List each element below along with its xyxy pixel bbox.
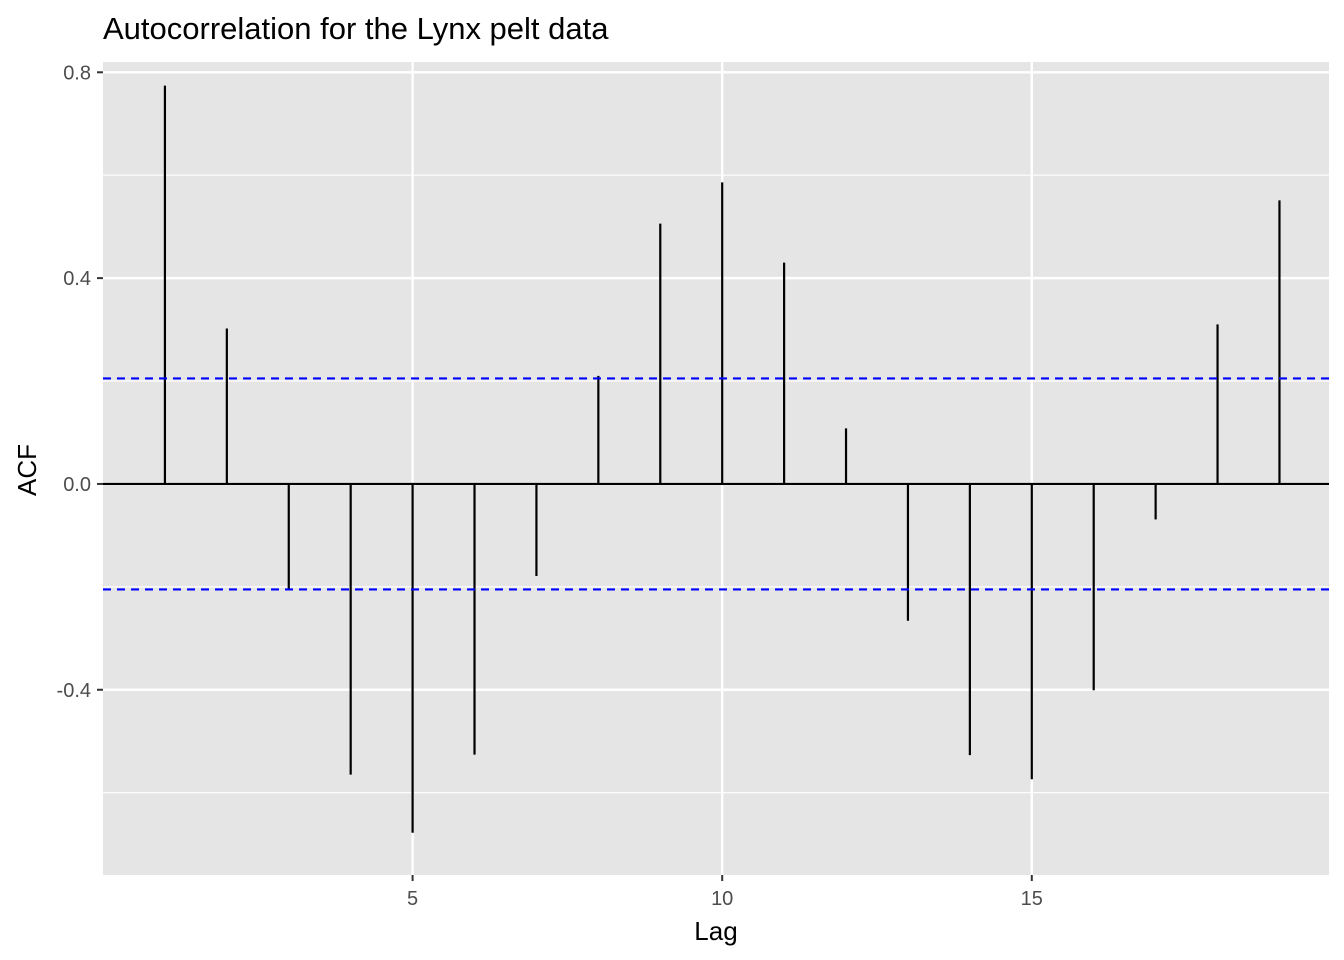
minor-gridlines-y — [103, 174, 1329, 794]
plot-panel — [103, 62, 1329, 875]
x-tick-label: 5 — [407, 888, 418, 910]
y-tick-label: 0.4 — [63, 268, 91, 290]
x-axis: 5 10 15 — [407, 875, 1043, 910]
y-axis-title: ACF — [12, 444, 42, 496]
acf-spikes — [163, 85, 1281, 833]
chart-title: Autocorrelation for the Lynx pelt data — [103, 11, 609, 46]
x-tick-label: 10 — [711, 888, 733, 910]
y-tick-label: -0.4 — [57, 680, 91, 702]
x-axis-title: Lag — [694, 916, 737, 946]
y-tick-label: 0.8 — [63, 62, 91, 84]
y-tick-label: 0.0 — [63, 474, 91, 496]
y-axis: -0.4 0.0 0.4 0.8 — [57, 62, 103, 702]
x-tick-label: 15 — [1021, 888, 1043, 910]
